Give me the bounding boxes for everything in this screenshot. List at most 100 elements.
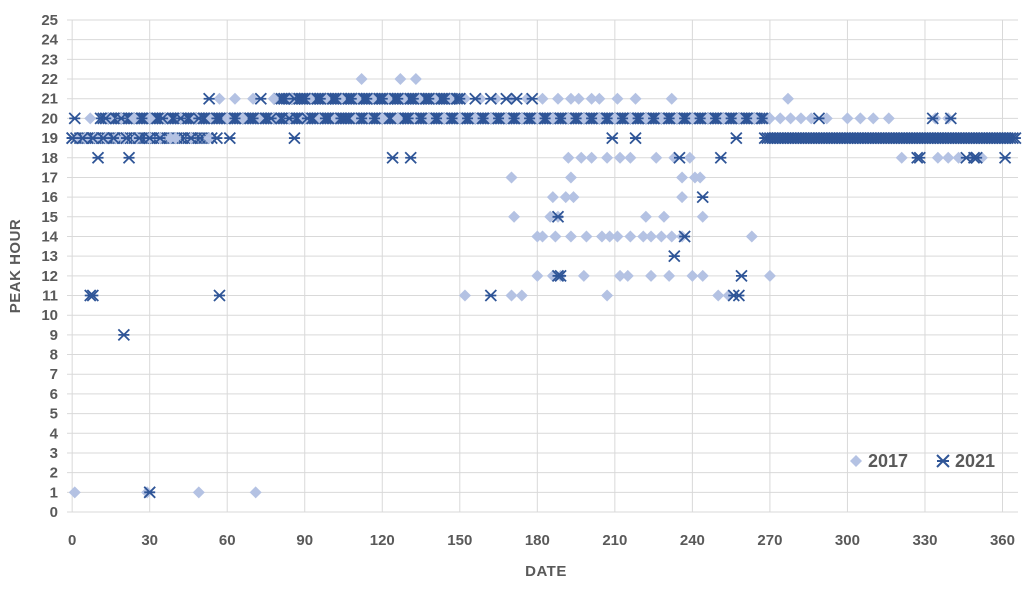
- data-point-2021: [476, 112, 490, 125]
- data-point-2017: [515, 112, 528, 125]
- x-tick-label: 60: [219, 532, 236, 549]
- y-tick-label: 11: [42, 288, 58, 305]
- data-point-2017: [611, 92, 624, 105]
- data-point-2017: [745, 230, 758, 243]
- data-point-2021: [631, 112, 645, 125]
- data-point-2021: [143, 486, 156, 499]
- data-point-2021: [678, 112, 691, 125]
- data-point-2017: [536, 92, 549, 105]
- data-point-2017: [169, 132, 182, 145]
- data-point-2021: [554, 112, 567, 125]
- data-point-2021: [133, 131, 146, 145]
- data-point-2017: [867, 112, 880, 125]
- y-tick-label: 14: [41, 228, 58, 245]
- data-point-2017: [562, 112, 575, 125]
- data-point-2017: [552, 92, 565, 105]
- data-point-2021: [283, 112, 296, 125]
- data-point-2017: [624, 230, 637, 243]
- data-point-2021: [453, 92, 466, 105]
- data-point-2021: [213, 289, 226, 302]
- data-point-2017: [639, 210, 652, 223]
- data-point-2021: [277, 92, 291, 105]
- data-point-2021: [288, 92, 301, 105]
- data-point-2021: [76, 131, 89, 145]
- data-point-2017: [696, 210, 709, 223]
- data-point-2021: [210, 131, 224, 145]
- data-point-2017: [376, 112, 389, 125]
- x-axis-title: DATE: [525, 563, 567, 580]
- data-point-2021: [376, 92, 389, 105]
- data-point-2021: [210, 112, 224, 125]
- data-point-2017: [484, 112, 497, 125]
- y-tick-label: 5: [50, 406, 58, 423]
- data-point-2021: [68, 112, 81, 125]
- data-point-2021: [360, 92, 373, 105]
- data-point-2017: [544, 210, 557, 223]
- data-point-2021: [507, 112, 521, 125]
- data-point-2017: [593, 92, 606, 105]
- data-point-2021: [913, 151, 926, 164]
- data-point-2017: [639, 112, 652, 125]
- data-point-2017: [508, 210, 521, 223]
- data-point-2017: [549, 230, 562, 243]
- data-point-2017: [676, 171, 689, 184]
- data-point-2021: [91, 151, 105, 164]
- legend: 2017 2021: [850, 451, 995, 471]
- data-point-2017: [228, 92, 241, 105]
- data-point-2017: [453, 112, 466, 125]
- data-point-2017: [748, 112, 761, 125]
- data-point-2017: [614, 151, 627, 164]
- y-tick-label: 21: [41, 91, 58, 108]
- data-point-2017: [763, 269, 776, 282]
- data-point-2021: [438, 92, 451, 105]
- data-point-2017: [409, 73, 422, 86]
- data-point-2021: [970, 151, 983, 164]
- y-tick-label: 17: [41, 169, 58, 186]
- data-point-2021: [647, 112, 660, 125]
- data-point-2021: [709, 112, 722, 125]
- data-point-2021: [99, 112, 112, 125]
- y-tick-label: 25: [41, 12, 58, 29]
- data-point-2017: [572, 92, 585, 105]
- data-point-2017: [84, 112, 97, 125]
- data-point-2021: [254, 92, 267, 105]
- data-point-2017: [585, 151, 598, 164]
- data-point-2021: [386, 151, 399, 164]
- data-point-2017: [784, 112, 797, 125]
- data-point-2021: [554, 269, 567, 282]
- x-tick-label: 90: [296, 532, 313, 549]
- x-tick-label: 210: [602, 532, 627, 549]
- data-point-2021: [122, 151, 136, 164]
- data-point-2021: [345, 92, 358, 105]
- y-tick-label: 2: [50, 465, 58, 482]
- y-tick-label: 1: [50, 484, 58, 501]
- legend-label-2017: 2017: [868, 451, 908, 471]
- asterisk-icon: [936, 454, 950, 468]
- data-point-2017: [624, 151, 637, 164]
- y-axis-title: PEAK HOUR: [7, 219, 24, 314]
- data-point-2017: [820, 112, 833, 125]
- data-point-2021: [97, 131, 110, 145]
- y-tick-label: 6: [50, 386, 58, 403]
- data-point-2017: [774, 112, 787, 125]
- data-point-2017: [895, 151, 908, 164]
- data-point-2021: [461, 112, 474, 125]
- x-tick-label: 0: [68, 532, 76, 549]
- data-point-2017: [805, 112, 818, 125]
- y-tick-label: 13: [41, 248, 58, 265]
- legend-item-2017: 2017: [850, 451, 908, 471]
- data-point-2017: [665, 230, 678, 243]
- data-point-2021: [730, 131, 743, 145]
- data-point-2017: [650, 151, 663, 164]
- data-point-2017: [249, 486, 262, 499]
- data-point-2021: [696, 190, 709, 204]
- data-point-2021: [153, 131, 167, 145]
- data-point-2017: [391, 112, 404, 125]
- data-point-2021: [606, 131, 619, 145]
- data-point-2017: [686, 269, 699, 282]
- data-point-2017: [192, 486, 205, 499]
- data-point-2021: [329, 92, 342, 105]
- data-point-2021: [714, 151, 727, 164]
- data-point-2017: [575, 151, 588, 164]
- data-point-2021: [484, 289, 497, 302]
